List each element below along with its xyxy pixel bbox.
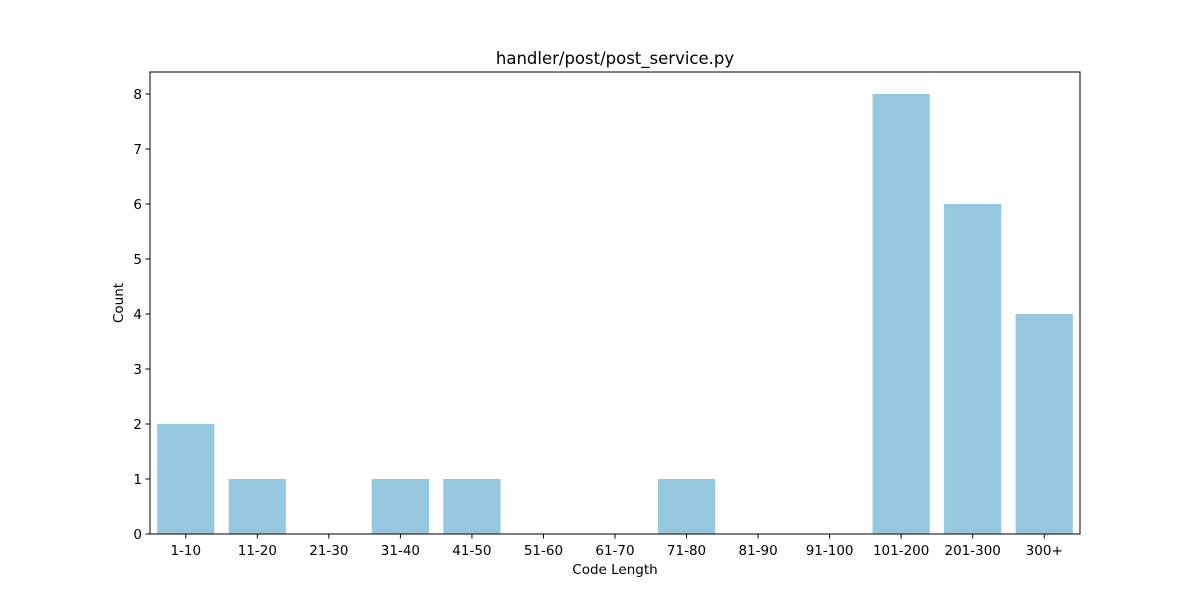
x-tick-label: 31-40 (381, 543, 420, 559)
x-tick-label: 101-200 (873, 543, 929, 559)
bar-101-200 (872, 94, 930, 534)
x-tick-label: 11-20 (238, 543, 277, 559)
x-tick-label: 71-80 (667, 543, 706, 559)
y-tick-label: 3 (133, 362, 142, 378)
y-tick-label: 5 (133, 252, 142, 268)
x-tick-label: 21-30 (309, 543, 348, 559)
y-tick-label: 6 (133, 197, 142, 213)
x-axis: 1-10 11-20 21-30 31-40 41-50 51-60 61-70 71-80 8… (170, 534, 1063, 559)
y-tick-label: 7 (133, 142, 142, 158)
x-tick-label: 81-90 (738, 543, 777, 559)
bar-11-20 (228, 479, 286, 534)
x-tick-label: 201-300 (944, 543, 1000, 559)
bar-41-50 (443, 479, 501, 534)
bars-group (157, 94, 1073, 534)
x-tick-label: 1-10 (170, 543, 201, 559)
y-tick-label: 2 (133, 417, 142, 433)
bar-300+ (1015, 314, 1073, 534)
chart-title: handler/post/post_service.py (496, 49, 734, 69)
y-axis-label: Count (111, 283, 127, 323)
y-tick-label: 4 (133, 307, 142, 323)
y-tick-label: 1 (133, 472, 142, 488)
x-tick-label: 91-100 (806, 543, 854, 559)
x-tick-label: 41-50 (452, 543, 491, 559)
x-tick-label: 300+ (1026, 543, 1063, 559)
bar-1-10 (157, 424, 215, 534)
y-axis: 0 1 2 3 4 5 6 7 8 (133, 87, 150, 543)
bar-31-40 (371, 479, 429, 534)
y-tick-label: 8 (133, 87, 142, 103)
plot-area-frame (149, 71, 1081, 535)
y-tick-label: 0 (133, 527, 142, 543)
x-axis-label: Code Length (572, 562, 657, 578)
x-tick-label: 51-60 (524, 543, 563, 559)
x-tick-label: 61-70 (595, 543, 634, 559)
bar-201-300 (944, 204, 1002, 534)
bar-71-80 (657, 479, 716, 534)
